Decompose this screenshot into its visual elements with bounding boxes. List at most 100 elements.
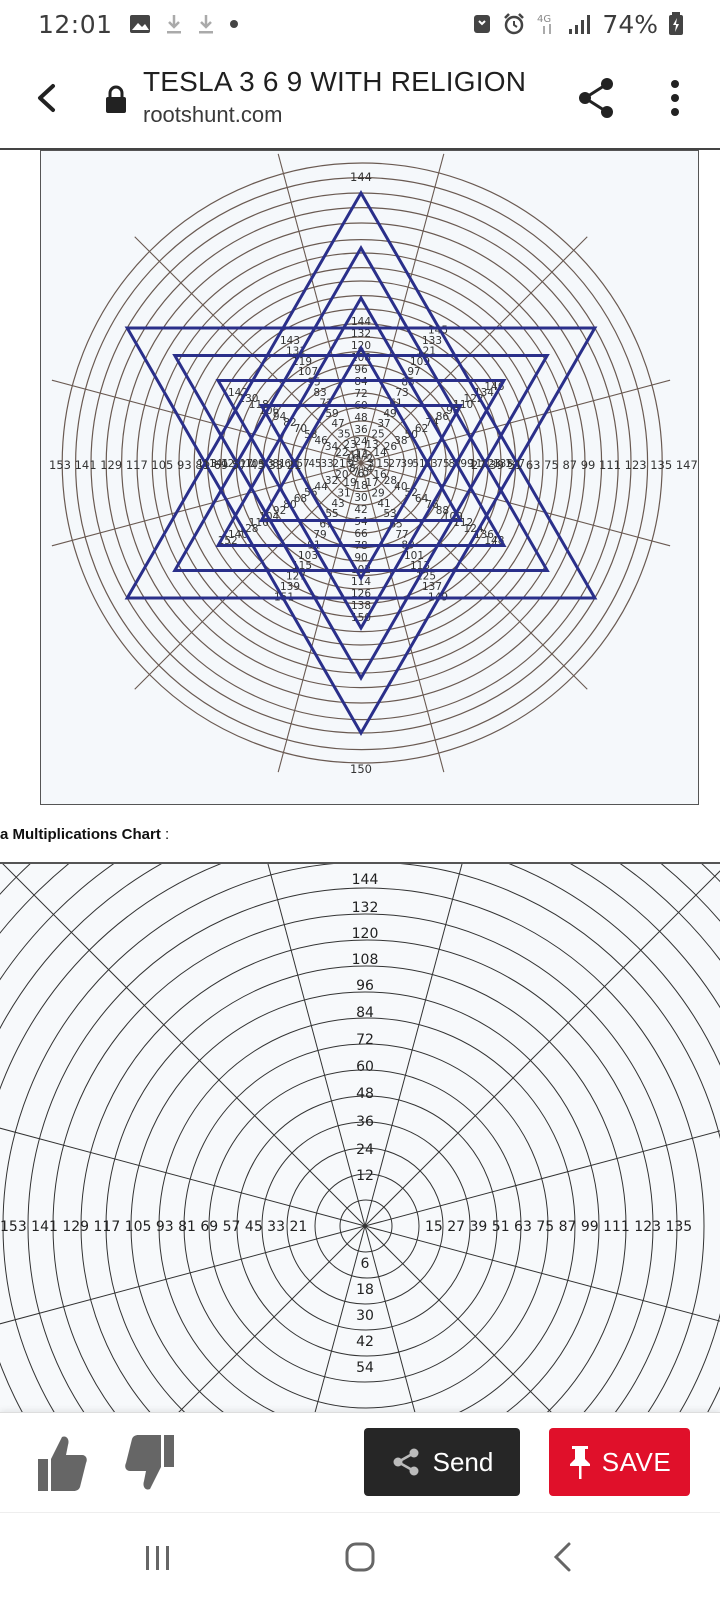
signal-icon — [569, 15, 591, 34]
spiral-ring — [220, 323, 502, 605]
spiral-ring — [105, 207, 619, 721]
spiral-number: 105 — [245, 458, 265, 470]
spiral-number: 64 — [415, 493, 429, 505]
save-label: SAVE — [601, 1446, 672, 1477]
share-icon[interactable] — [576, 76, 616, 120]
spiral-ring — [80, 939, 654, 1412]
spiral-number: 55 — [325, 508, 338, 520]
spiral-number: 21 — [332, 458, 345, 470]
thumbs-down-icon[interactable] — [124, 1431, 178, 1495]
more-options-icon[interactable] — [660, 76, 690, 120]
download-icon — [166, 15, 181, 34]
spiral-number: 132 — [352, 900, 379, 916]
spiral-ring — [333, 435, 391, 493]
spiral-number: 5 — [363, 467, 370, 479]
spiral-number: 28 — [384, 475, 397, 487]
home-icon[interactable] — [344, 1541, 376, 1573]
back-arrow-icon — [38, 84, 55, 112]
spiral-number: 26 — [384, 441, 398, 453]
spiral-ring — [261, 1121, 471, 1331]
spiral-number: 47 — [331, 418, 344, 430]
radial-spoke — [364, 870, 720, 1227]
status-right-icons: 4G 74% — [472, 10, 684, 39]
spiral-number: 96 — [354, 364, 368, 376]
spiral-number: 133 — [422, 335, 442, 347]
spiral-ring — [262, 364, 460, 562]
spiral-number: 38 — [394, 435, 407, 447]
spiral-number: 36 — [356, 1114, 374, 1130]
pin-icon — [569, 1446, 590, 1479]
star-triangle — [124, 326, 598, 737]
spiral-number: 120 — [352, 926, 379, 942]
spiral-ring — [208, 1069, 522, 1383]
spiral-ring — [291, 392, 433, 534]
star-triangles — [124, 189, 598, 737]
radial-spoke — [267, 864, 366, 1227]
radial-spoke — [360, 236, 588, 464]
star-triangle — [172, 354, 550, 681]
spiral-number: 84 — [356, 1005, 374, 1021]
spiral-number: 114 — [351, 576, 371, 588]
battery-percentage: 74% — [602, 9, 658, 39]
spiral-number: 41 — [377, 498, 390, 510]
spiral-number: 17 — [365, 477, 378, 489]
spiral-number: 9 — [348, 458, 355, 470]
spiral-ring — [314, 1173, 420, 1279]
nav-back-icon[interactable] — [550, 1541, 574, 1573]
status-bar: 12:01 4G 74% — [0, 0, 720, 48]
recent-apps-icon[interactable] — [143, 1543, 173, 1573]
save-button[interactable]: SAVE — [549, 1428, 690, 1496]
spiral-number: 14 — [373, 447, 387, 459]
radial-spoke — [277, 462, 362, 773]
radial-spoke — [360, 462, 671, 547]
spiral-number: 97 — [407, 366, 420, 378]
star-spiral-diagram: 1234567891011121314151617181920212223242… — [49, 153, 698, 776]
spiral-number: 143 — [280, 335, 300, 347]
battery-charging-icon — [669, 12, 683, 35]
share-icon — [393, 1448, 419, 1476]
spiral-number: 70 — [294, 423, 307, 435]
spiral-ring — [121, 222, 603, 704]
spiral-number: 96 — [356, 978, 374, 994]
spiral-number: 49 — [383, 408, 396, 420]
spiral-number: 54 — [356, 1360, 374, 1376]
spiral-number: 13 — [365, 439, 378, 451]
send-button[interactable]: Send — [364, 1428, 520, 1496]
multiplication-chart-image: 144 132 120 108 96 84 72 60 48 36 24 12 6 18 30 42 54 153… — [0, 864, 720, 1412]
spiral-ring — [165, 267, 559, 661]
multiplication-spiral-diagram: 144 132 120 108 96 84 72 60 48 36 24 12 6 18 30 42 54 153… — [0, 864, 720, 1412]
back-button[interactable] — [28, 78, 64, 118]
browser-toolbar: TESLA 3 6 9 WITH RELIGION rootshunt.com — [0, 48, 720, 150]
spiral-number: 107 — [298, 366, 318, 378]
radial-spoke — [2, 864, 366, 1227]
spiral-ring — [75, 177, 649, 751]
spiral-number: 72 — [356, 1032, 374, 1048]
spiral-number: 22 — [335, 447, 348, 459]
thumbs-up-icon[interactable] — [34, 1431, 88, 1495]
left-row-label: 153 141 129 117 105 93 81 69 57 45 33 21 — [49, 458, 301, 472]
title-block[interactable]: TESLA 3 6 9 WITH RELIGION rootshunt.com — [143, 66, 543, 128]
spiral-number: 19 — [343, 477, 356, 489]
spiral-number: 6 — [358, 468, 365, 480]
spiral-number: 16 — [373, 469, 387, 481]
spiral-number: 139 — [280, 581, 300, 593]
page-content[interactable]: 1 2 3 4 5 6 7 8 9 10 11 12 13 14 15 16 17 18 19 20 21 22 23 24 2… — [0, 150, 720, 1412]
spiral-number: 135 — [493, 458, 513, 470]
spiral-number: 144 — [351, 316, 371, 328]
spiral-number: 42 — [356, 1334, 374, 1350]
spiral-ring — [236, 1095, 498, 1357]
spiral-number: 73 — [395, 387, 408, 399]
radial-spoke — [360, 462, 445, 773]
spiral-number: 30 — [356, 1308, 374, 1324]
spiral-number: 79 — [313, 529, 326, 541]
spiral-number: 3 — [368, 458, 375, 470]
spiral-number: 36 — [354, 424, 368, 436]
spiral-number: 75 — [436, 458, 449, 470]
spiral-ring — [130, 991, 600, 1412]
spiral-number: 25 — [371, 429, 384, 441]
spiral-ring — [178, 280, 544, 646]
radial-spoke — [0, 1225, 366, 1325]
spiral-number: 101 — [404, 550, 424, 562]
spiral-number: 27 — [388, 458, 401, 470]
spiral-number: 35 — [337, 429, 350, 441]
